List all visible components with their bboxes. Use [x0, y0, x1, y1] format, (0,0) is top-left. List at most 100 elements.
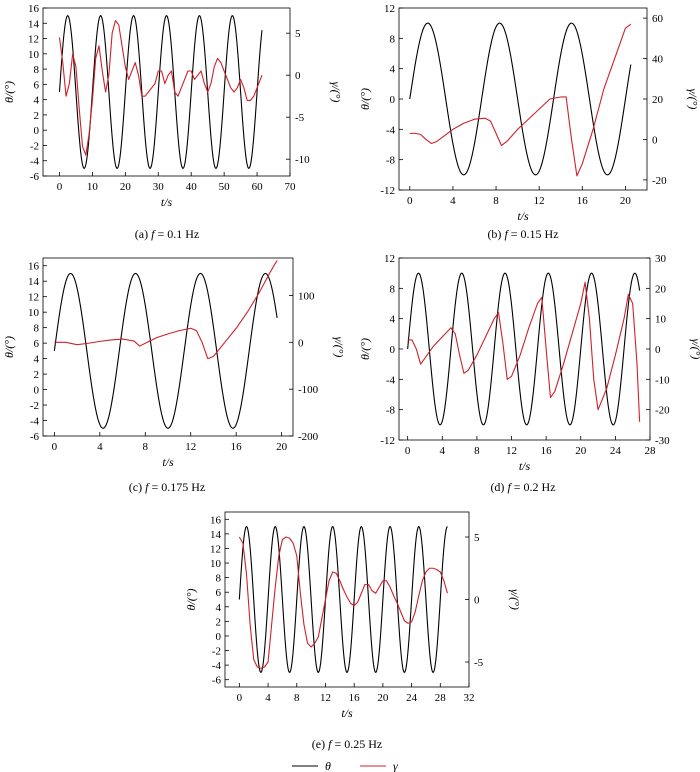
chart-caption: (c) f = 0.175 Hz — [129, 480, 205, 494]
y-tick-label: -2 — [30, 140, 39, 152]
caption-part: = 0.15 Hz — [508, 227, 559, 241]
y2-axis-label: γ/(°) — [329, 82, 343, 103]
y-tick-label: -8 — [386, 405, 396, 417]
x-tick-label: 4 — [265, 692, 271, 704]
y-tick-label: 6 — [34, 79, 40, 91]
caption-part: f — [507, 480, 512, 494]
y-tick-label: 16 — [28, 3, 40, 15]
y2-tick-label: -100 — [298, 384, 319, 396]
y-tick-label: -12 — [380, 435, 395, 447]
x-tick-label: 30 — [153, 181, 165, 193]
x-tick-label: 12 — [506, 445, 517, 457]
y2-tick-label: 0 — [298, 337, 304, 349]
y2-axis-label: γ/(°) — [332, 337, 346, 358]
y-tick-label: -4 — [30, 416, 40, 428]
y-tick-label: 0 — [390, 344, 396, 356]
y-tick-label: 12 — [28, 292, 39, 304]
x-tick-label: 16 — [541, 445, 553, 457]
x-tick-label: 4 — [450, 195, 456, 207]
legend-label-theta: θ — [325, 759, 331, 772]
y2-tick-label: 10 — [655, 314, 667, 326]
y2-tick-label: 0 — [652, 134, 658, 146]
y-axis-label: θ/(°) — [358, 338, 372, 360]
y-tick-label: 12 — [210, 543, 221, 555]
y-tick-label: 0 — [34, 385, 40, 397]
x-tick-label: 8 — [294, 692, 300, 704]
y-tick-label: 14 — [210, 529, 222, 541]
y-tick-label: 4 — [390, 314, 396, 326]
x-tick-label: 0 — [52, 441, 58, 453]
y-axis-label: θ/(°) — [2, 336, 16, 358]
y-tick-label: -4 — [386, 374, 396, 386]
y2-tick-label: -20 — [655, 405, 670, 417]
y-tick-label: -2 — [30, 400, 39, 412]
y2-axis-label: γ/(°) — [508, 589, 522, 610]
y-tick-label: 4 — [34, 354, 40, 366]
y-axis-label: θ/(°) — [2, 81, 16, 103]
x-tick-label: 32 — [464, 692, 475, 704]
chart-caption: (e) f = 0.25 Hz — [312, 737, 382, 751]
caption-part: f — [145, 480, 150, 494]
x-tick-label: 70 — [285, 181, 297, 193]
caption-part: (b) — [487, 227, 504, 241]
y-tick-label: 6 — [34, 338, 40, 350]
chart-panel-5: 0 4 8 12 16 20 24 28 32-6-4-20246810121416-505t/… — [184, 511, 522, 751]
caption-part: = 0.175 Hz — [148, 480, 205, 494]
y2-tick-label: -5 — [474, 657, 484, 669]
chart-caption: (d) f = 0.2 Hz — [490, 480, 555, 494]
series-theta-line — [409, 22, 632, 176]
series-gamma-line — [238, 536, 448, 669]
x-tick-label: 0 — [237, 692, 243, 704]
x-tick-label: 40 — [186, 181, 198, 193]
plot-frame — [42, 257, 294, 437]
legend-label-gamma: γ — [393, 759, 398, 772]
y-tick-label: 8 — [390, 283, 396, 295]
y2-axis-label: γ/(°) — [686, 89, 700, 110]
y-tick-label: -8 — [386, 155, 396, 167]
y-tick-label: 10 — [28, 307, 40, 319]
y-tick-label: 6 — [216, 587, 222, 599]
y2-tick-label: -10 — [295, 154, 310, 166]
caption-part: = 0.25 Hz — [331, 737, 382, 751]
x-tick-label: 16 — [231, 441, 243, 453]
y-tick-label: 2 — [34, 110, 40, 122]
y-tick-label: 0 — [34, 125, 40, 137]
y-axis-label: θ/(°) — [358, 88, 372, 110]
y-tick-label: -12 — [380, 185, 395, 197]
caption-part: (c) — [129, 480, 145, 494]
y2-tick-label: -5 — [295, 112, 305, 124]
caption-part: (e) — [312, 737, 328, 751]
x-tick-label: 20 — [620, 195, 632, 207]
y-tick-label: -4 — [386, 124, 396, 136]
y2-tick-label: 20 — [652, 94, 664, 106]
y2-tick-label: 5 — [474, 532, 480, 544]
y-tick-label: -6 — [212, 675, 222, 687]
caption-part: f — [504, 227, 509, 241]
y-tick-label: 2 — [34, 369, 40, 381]
x-tick-label: 12 — [320, 692, 331, 704]
chart-panel-4: 0 4 8 12 16 20 24 28 -12 -8 -4 0 4 8 12 -30 -20 -10 0 10 20 3… — [358, 253, 700, 494]
series-theta-line — [238, 526, 448, 673]
series-theta-line — [407, 272, 641, 426]
x-axis-label: t/s — [517, 209, 529, 223]
y2-tick-label: 100 — [298, 290, 315, 302]
plot-frame — [224, 511, 470, 688]
x-tick-label: 28 — [435, 692, 447, 704]
chart-panel-1: 0 10 20 30 40 50 60 70 -6 -4 -2 0 2 4 6 8 10 12 14 16 -10 -5 0… — [2, 3, 343, 241]
y-tick-label: -4 — [30, 156, 40, 168]
y-tick-label: 14 — [28, 276, 40, 288]
y-tick-label: 0 — [390, 94, 396, 106]
x-tick-label: 12 — [534, 195, 545, 207]
x-tick-label: 28 — [645, 445, 657, 457]
y2-tick-label: 40 — [652, 54, 664, 66]
legend: θ γ — [292, 759, 398, 772]
x-tick-label: 0 — [407, 195, 413, 207]
y2-tick-label: 0 — [295, 70, 301, 82]
series-gamma-line — [407, 281, 641, 422]
x-tick-label: 60 — [252, 181, 264, 193]
x-axis-label: t/s — [519, 459, 531, 473]
x-axis-label: t/s — [162, 455, 174, 469]
y-tick-label: 4 — [390, 64, 396, 76]
series-gamma-line — [409, 23, 632, 177]
